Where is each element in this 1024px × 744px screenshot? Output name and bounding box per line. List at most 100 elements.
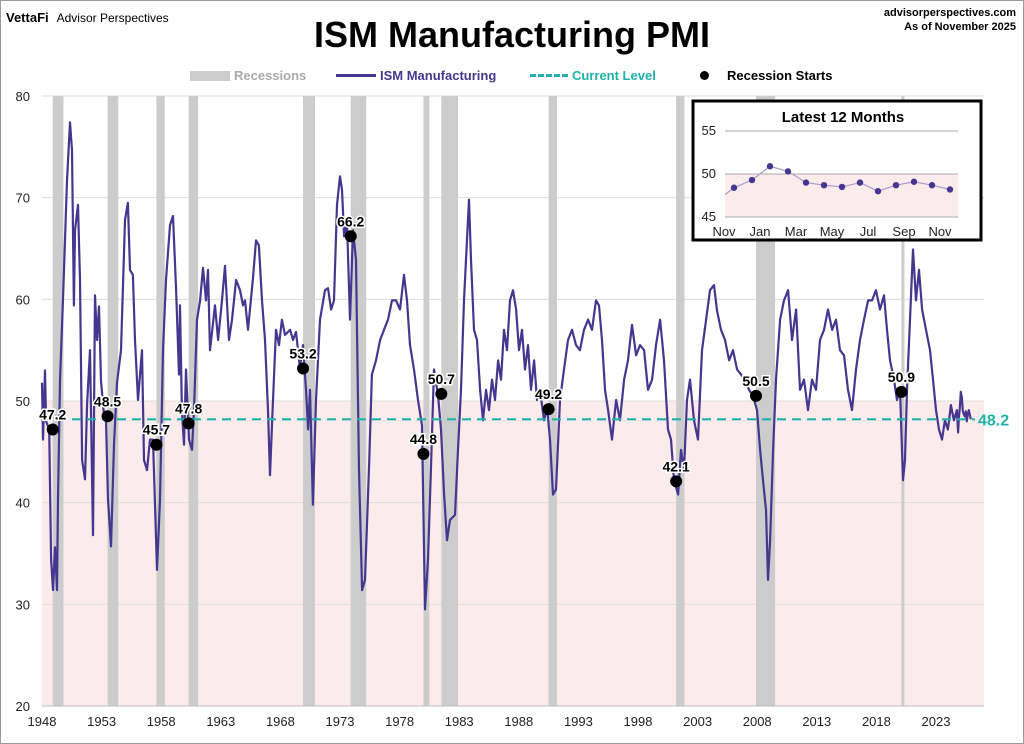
recession-start-label: 47.2 bbox=[39, 406, 66, 422]
inset-point bbox=[784, 168, 792, 175]
ism-line bbox=[40, 121, 972, 611]
x-tick-label: 2018 bbox=[862, 714, 891, 729]
inset-point bbox=[730, 184, 738, 191]
inset-x-tick: Jul bbox=[860, 224, 877, 239]
inset-point bbox=[802, 179, 810, 186]
recession-start-dot bbox=[750, 389, 763, 402]
line-swatch-icon bbox=[336, 74, 376, 77]
recession-start-label: 45.7 bbox=[143, 422, 170, 438]
y-tick-label: 80 bbox=[16, 89, 30, 104]
inset-x-tick: Mar bbox=[785, 224, 808, 239]
inset-point bbox=[820, 181, 828, 189]
legend-label: Recession Starts bbox=[727, 68, 833, 83]
recession-swatch-icon bbox=[190, 70, 230, 81]
chart-title: ISM Manufacturing PMI bbox=[314, 14, 710, 55]
x-tick-label: 2023 bbox=[922, 714, 951, 729]
dot-swatch-icon bbox=[700, 71, 709, 80]
inset-point bbox=[892, 181, 900, 189]
below-50-band bbox=[42, 401, 984, 706]
inset-x-tick: May bbox=[820, 224, 845, 239]
source-info: advisorperspectives.com As of November 20… bbox=[884, 6, 1016, 34]
inset-point bbox=[748, 176, 756, 184]
legend-recessions: Recessions bbox=[190, 68, 306, 83]
legend-ism: ISM Manufacturing bbox=[336, 68, 496, 83]
inset-point bbox=[856, 179, 864, 186]
x-tick-label: 2008 bbox=[743, 714, 772, 729]
recession-start-label: 50.7 bbox=[428, 371, 455, 387]
inset-x-tick: Nov bbox=[928, 224, 952, 239]
recession-start-label: 50.9 bbox=[888, 369, 915, 385]
recession-start-dot bbox=[670, 475, 683, 488]
brand-name: Advisor Perspectives bbox=[56, 11, 169, 25]
y-tick-label: 70 bbox=[16, 191, 30, 206]
recession-start-label: 66.2 bbox=[337, 213, 364, 229]
recession-bar bbox=[52, 96, 64, 706]
x-tick-label: 1978 bbox=[385, 714, 414, 729]
inset-latest-12-months: Latest 12 Months 45 50 55 Nov Jan Mar May Jul Sep… bbox=[691, 99, 983, 242]
recession-start-label: 42.1 bbox=[663, 458, 690, 474]
x-tick-label: 1953 bbox=[87, 714, 116, 729]
legend-label: Current Level bbox=[572, 68, 656, 83]
inset-y-tick: 50 bbox=[702, 166, 716, 181]
recession-start-dot bbox=[895, 385, 908, 398]
y-tick-label: 60 bbox=[16, 292, 30, 307]
x-tick-label: 2003 bbox=[683, 714, 712, 729]
recession-start-label: 48.5 bbox=[94, 393, 121, 409]
x-tick-label: 1988 bbox=[504, 714, 533, 729]
x-tick-label: 1958 bbox=[147, 714, 176, 729]
y-tick-label: 20 bbox=[16, 699, 30, 714]
x-tick-label: 1983 bbox=[445, 714, 474, 729]
recession-start-dot bbox=[101, 410, 114, 423]
legend-recession-starts: Recession Starts bbox=[700, 68, 833, 83]
inset-point bbox=[910, 178, 918, 185]
dashed-swatch-icon bbox=[530, 74, 568, 77]
vettafi-logo: VettaFi bbox=[6, 10, 49, 25]
legend-label: Recessions bbox=[234, 68, 307, 83]
recession-start-dot bbox=[344, 230, 357, 243]
recession-start-dot bbox=[417, 447, 430, 460]
recession-bar bbox=[676, 96, 685, 706]
recession-start-dot bbox=[150, 438, 163, 451]
inset-point bbox=[928, 181, 936, 189]
legend-current: Current Level bbox=[530, 68, 656, 83]
recession-bar bbox=[548, 96, 557, 706]
recession-start-dot bbox=[542, 403, 555, 416]
source-site: advisorperspectives.com bbox=[883, 7, 1016, 19]
inset-title: Latest 12 Months bbox=[782, 109, 905, 126]
as-of-date: As of November 2025 bbox=[904, 21, 1016, 33]
recession-bar bbox=[423, 96, 430, 706]
inset-x-tick: Sep bbox=[892, 224, 915, 239]
inset-point bbox=[946, 186, 954, 193]
current-level-label: 48.2 bbox=[978, 412, 1009, 429]
recession-start-label: 50.5 bbox=[742, 373, 769, 389]
inset-point bbox=[874, 188, 882, 195]
y-tick-label: 40 bbox=[16, 496, 30, 511]
recession-start-dot bbox=[182, 417, 195, 430]
inset-x-tick: Jan bbox=[750, 224, 771, 239]
y-tick-label: 30 bbox=[16, 597, 30, 612]
x-tick-label: 1948 bbox=[28, 714, 57, 729]
x-tick-label: 1993 bbox=[564, 714, 593, 729]
x-tick-label: 2013 bbox=[802, 714, 831, 729]
inset-band bbox=[725, 174, 958, 217]
x-tick-label: 1968 bbox=[266, 714, 295, 729]
recession-bar bbox=[107, 96, 119, 706]
recession-start-label: 49.2 bbox=[535, 386, 562, 402]
recession-start-label: 44.8 bbox=[410, 431, 437, 447]
recession-bar bbox=[156, 96, 165, 706]
inset-y-tick: 55 bbox=[702, 123, 716, 138]
inset-point bbox=[838, 183, 846, 191]
recession-bar bbox=[901, 96, 905, 706]
recession-start-dot bbox=[435, 387, 448, 400]
recession-bar bbox=[441, 96, 459, 706]
recession-start-label: 47.8 bbox=[175, 400, 202, 416]
brand: VettaFi Advisor Perspectives bbox=[6, 10, 169, 25]
recession-start-dot bbox=[46, 423, 59, 436]
inset-x-tick: Nov bbox=[712, 224, 736, 239]
x-tick-label: 1998 bbox=[624, 714, 653, 729]
inset-y-tick: 45 bbox=[702, 209, 716, 224]
x-tick-label: 1963 bbox=[206, 714, 235, 729]
recession-start-label: 53.2 bbox=[289, 345, 316, 361]
inset-point bbox=[766, 163, 774, 170]
